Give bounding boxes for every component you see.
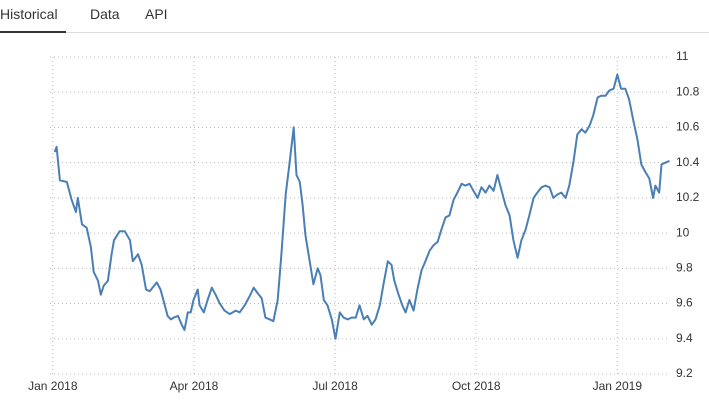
- y-tick-label: 9.8: [676, 261, 693, 275]
- x-tick-label: Jan 2019: [593, 379, 643, 393]
- x-tick-label: Oct 2018: [452, 379, 501, 393]
- x-tick-label: Apr 2018: [170, 379, 219, 393]
- tab-bar: Historical Data API: [0, 0, 709, 33]
- y-tick-label: 10.4: [676, 155, 700, 169]
- y-tick-label: 9.6: [676, 296, 693, 310]
- y-tick-label: 10.2: [676, 190, 700, 204]
- line-series: [53, 73, 670, 340]
- y-tick-label: 11: [676, 49, 689, 63]
- y-tick-label: 10: [676, 225, 690, 239]
- x-tick-label: Jan 2018: [28, 379, 78, 393]
- x-tick-label: Jul 2018: [312, 379, 358, 393]
- y-tick-label: 9.2: [676, 366, 693, 380]
- y-tick-label: 9.4: [676, 331, 693, 345]
- tab[interactable]: Data: [90, 6, 120, 22]
- tab[interactable]: API: [145, 6, 168, 22]
- y-tick-label: 10.6: [676, 120, 700, 134]
- y-tick-label: 10.8: [676, 84, 700, 98]
- tab[interactable]: Historical: [0, 0, 66, 33]
